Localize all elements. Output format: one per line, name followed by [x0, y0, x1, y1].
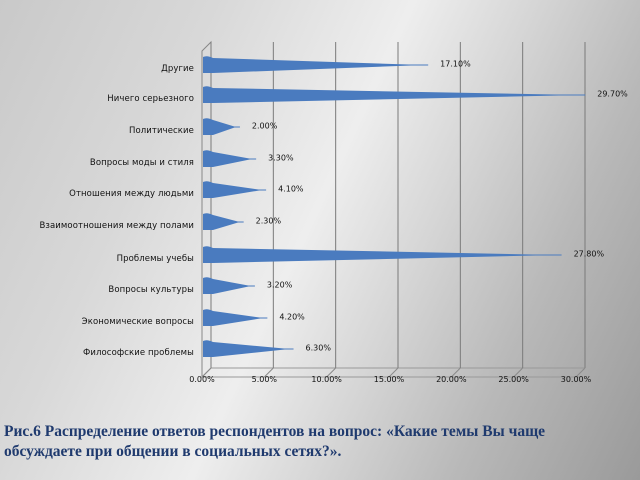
- x-tick-label: 5.00%: [251, 375, 278, 384]
- category-label: Отношения между людьми: [69, 189, 194, 199]
- figure-caption: Рис.6 Распределение ответов респондентов…: [4, 422, 636, 462]
- x-tick-label: 10.00%: [311, 375, 342, 384]
- data-label: 6.30%: [305, 343, 331, 353]
- category-label: Взаимоотношения между полами: [39, 221, 194, 231]
- data-label: 3.30%: [268, 153, 294, 163]
- category-label: Политические: [128, 126, 194, 136]
- data-label: 29.70%: [597, 89, 628, 99]
- data-label: 2.30%: [255, 216, 282, 226]
- data-label: 17.10%: [440, 59, 471, 69]
- x-tick-label: 15.00%: [373, 375, 405, 384]
- data-label: 4.10%: [278, 184, 304, 194]
- caption-line-2: обсуждаете при общении в социальных сетя…: [4, 443, 342, 460]
- x-tick-label: 20.00%: [436, 375, 467, 384]
- x-tick-label: 30.00%: [560, 375, 592, 384]
- category-label: Вопросы моды и стиля: [89, 158, 194, 168]
- chart-plot-area: [201, 40, 586, 379]
- data-label: 3.20%: [266, 280, 293, 290]
- category-label: Экономические вопросы: [81, 317, 194, 327]
- category-label: Вопросы культуры: [108, 285, 194, 295]
- category-label: Другие: [161, 64, 194, 74]
- category-label: Философские проблемы: [82, 348, 194, 358]
- caption-line-1: Рис.6 Распределение ответов респондентов…: [4, 423, 546, 440]
- bar-chart: Другие Ничего серьезного Политические Вопро…: [39, 40, 628, 384]
- x-tick-label: 0.00%: [189, 375, 215, 384]
- category-label: Ничего серьезного: [107, 94, 194, 104]
- data-label: 4.20%: [279, 312, 305, 322]
- cone-bar: [203, 118, 236, 135]
- data-label: 27.80%: [573, 249, 605, 259]
- x-tick-label: 25.00%: [498, 375, 529, 384]
- data-label: 2.00%: [251, 121, 278, 131]
- cone-bar: [203, 213, 240, 230]
- category-label: Проблемы учебы: [116, 254, 194, 264]
